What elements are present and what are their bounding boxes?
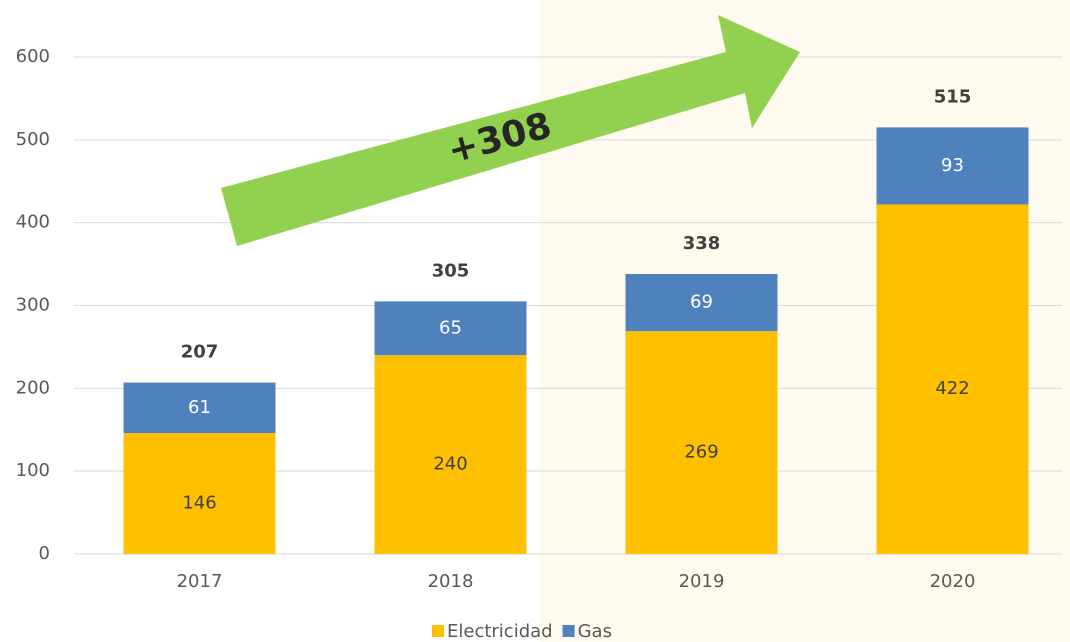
- legend-label: Electricidad: [447, 621, 553, 642]
- legend-swatch: [562, 625, 575, 637]
- y-tick-label: 200: [16, 377, 50, 398]
- value-label: 240: [433, 454, 467, 475]
- bar-segment: [374, 355, 527, 554]
- value-label: 65: [439, 317, 462, 338]
- total-label: 338: [683, 233, 721, 254]
- bar-segment: [374, 301, 527, 356]
- growth-arrow: [221, 15, 800, 246]
- value-label: 422: [935, 378, 969, 399]
- y-tick-label: 600: [16, 46, 50, 67]
- x-tick-label: 2020: [930, 571, 976, 592]
- y-tick-label: 0: [39, 543, 50, 564]
- x-tick-label: 2018: [428, 571, 474, 592]
- bar-segment: [123, 382, 276, 434]
- bar-segment: [876, 204, 1029, 554]
- value-label: 69: [690, 292, 713, 313]
- y-tick-label: 400: [16, 212, 50, 233]
- x-tick-label: 2019: [679, 571, 725, 592]
- total-label: 305: [432, 260, 470, 281]
- bar-segment: [123, 433, 276, 554]
- y-tick-label: 500: [16, 129, 50, 150]
- value-label: 269: [684, 442, 718, 463]
- value-label: 61: [188, 397, 211, 418]
- x-tick-label: 2017: [177, 571, 223, 592]
- bar-segment: [625, 331, 778, 554]
- bar-segment: [876, 127, 1029, 205]
- bar-segment: [625, 274, 778, 332]
- value-label: 146: [182, 493, 216, 514]
- y-tick-label: 300: [16, 295, 50, 316]
- legend-swatch: [432, 625, 444, 637]
- y-tick-label: 100: [16, 460, 50, 481]
- total-label: 515: [934, 86, 972, 107]
- value-label: 93: [941, 155, 964, 176]
- plot-area: 0 100 200 300 400 500 600 2017 146 61 207 2018 240 65…: [16, 46, 1062, 592]
- total-label: 207: [181, 342, 219, 363]
- legend-label: Gas: [578, 621, 612, 642]
